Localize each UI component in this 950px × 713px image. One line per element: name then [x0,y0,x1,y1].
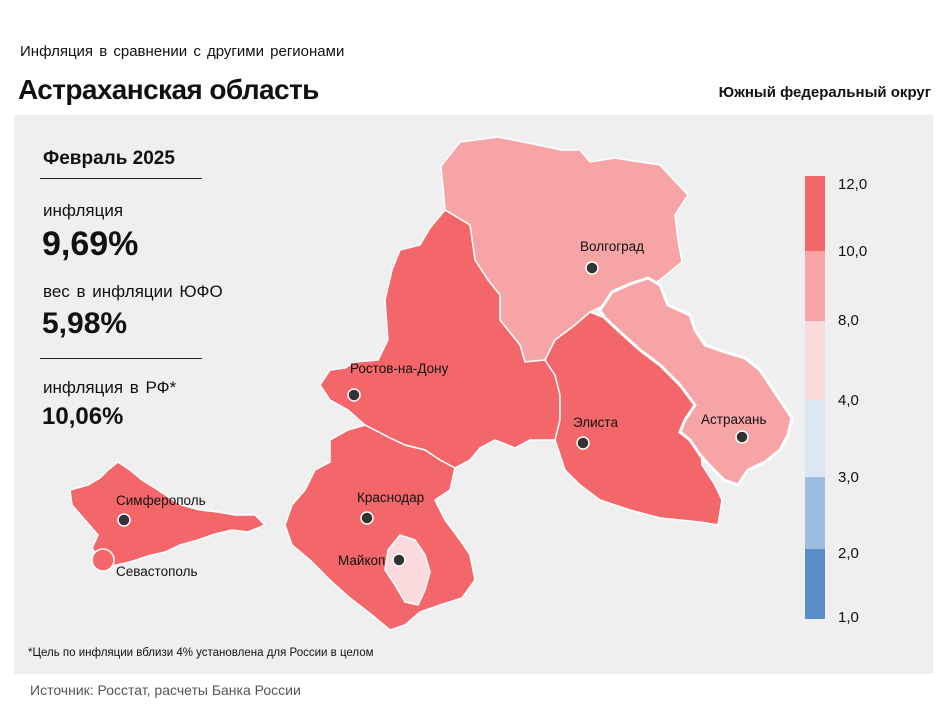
scale-tick-3: 3,0 [838,469,859,486]
region-crimea [69,461,267,567]
source-note: Источник: Росстат, расчеты Банка России [30,682,301,698]
city-marker-elista: Элиста [573,415,618,450]
scale-tick-4: 4,0 [838,392,859,409]
scale-tick-2: 2,0 [838,545,859,562]
region-adygea [384,534,431,606]
city-label-krasnodar: Краснодар [357,490,424,505]
scale-band-2-3 [805,477,825,549]
city-label-maykop: Майкоп [338,553,385,568]
scale-tick-1: 1,0 [838,609,859,626]
weight-label: вес в инфляции ЮФО [43,282,223,301]
divider-top [40,178,202,179]
city-label-astrakhan: Астрахань [701,412,767,427]
page-title: Астраханская область [18,74,319,105]
divider-bottom [40,358,202,359]
scale-band-1-2 [805,549,825,619]
scale-tick-10: 10,0 [838,243,867,260]
city-marker-simferopol: Симферополь [116,493,206,527]
scale-band-4-8 [805,321,825,400]
city-marker-volgograd: Волгоград [580,239,644,275]
city-label-simferopol: Симферополь [116,493,206,508]
city-label-sevastopol: Севастополь [116,564,198,579]
city-label-rostov: Ростов-на-Дону [350,361,449,376]
scale-tick-8: 8,0 [838,312,859,329]
city-marker-krasnodar: Краснодар [357,490,424,525]
russia-inflation-value: 10,06% [42,403,124,430]
weight-value: 5,98% [42,307,128,340]
inflation-label: инфляция [43,201,124,220]
footnote: *Цель по инфляции вблизи 4% установлена … [28,647,374,659]
scale-band-8-10 [805,251,825,321]
region-sevastopol [91,548,115,572]
russia-inflation-label: инфляция в РФ* [43,378,177,397]
scale-band-10-12 [805,176,825,251]
period-label: Февраль 2025 [43,148,175,169]
city-marker-rostov: Ростов-на-Дону [347,361,449,402]
color-scale: 12,0 10,0 8,0 4,0 3,0 2,0 1,0 [805,176,867,626]
city-label-elista: Элиста [573,415,618,430]
city-marker-astrakhan: Астрахань [701,412,767,444]
city-marker-maykop: Майкоп [338,553,406,568]
scale-band-3-4 [805,400,825,477]
inflation-value: 9,69% [42,225,139,263]
district-label: Южный федеральный округ [718,84,931,101]
city-label-volgograd: Волгоград [580,239,644,254]
subtitle: Инфляция в сравнении с другими регионами [20,43,345,60]
scale-tick-12: 12,0 [838,176,867,193]
